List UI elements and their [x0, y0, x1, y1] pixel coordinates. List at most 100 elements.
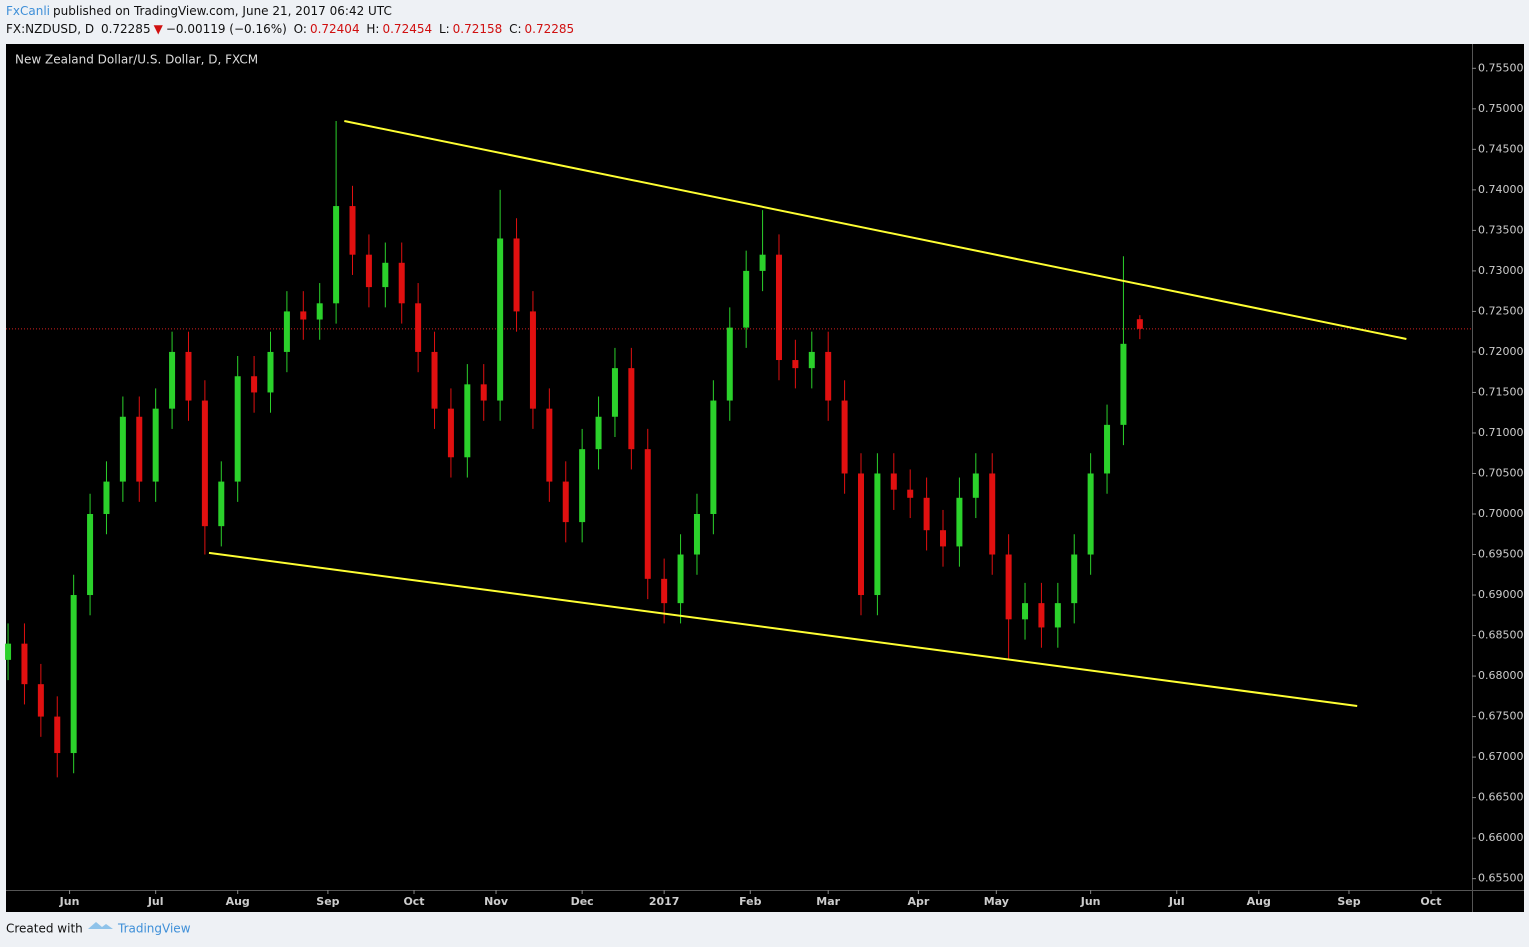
- candle-body: [1120, 343, 1127, 425]
- x-tick-label: Feb: [739, 895, 762, 908]
- x-tick-label: 2017: [649, 895, 680, 908]
- x-tick-label: Dec: [571, 895, 594, 908]
- candle-body: [251, 376, 258, 393]
- candle-body: [1071, 554, 1078, 604]
- candle-body: [1104, 424, 1111, 474]
- candle-body: [5, 643, 12, 660]
- y-tick-label: 0.70000: [1478, 507, 1524, 520]
- candle-body: [644, 449, 651, 579]
- author[interactable]: FxCanli: [6, 4, 51, 18]
- candle-body: [349, 206, 356, 255]
- published: published on TradingView.com, June 21, 2…: [53, 4, 392, 18]
- candle-body: [480, 384, 487, 401]
- logo: [88, 922, 113, 929]
- candle-body: [972, 473, 979, 498]
- y-tick-label: 0.68500: [1478, 629, 1524, 642]
- candle-body: [874, 473, 881, 596]
- header-line-2: FX:NZDUSD, D 0.72285 ▼ −0.00119 (−0.16%) O…: [6, 22, 577, 36]
- candle-body: [562, 481, 569, 523]
- y-tick-label: 0.72000: [1478, 345, 1524, 358]
- ohlc-label: L:: [438, 22, 450, 36]
- x-tick-label: Jun: [59, 895, 80, 908]
- candle-body: [333, 206, 340, 304]
- candle-body: [447, 408, 454, 458]
- candle-body: [464, 384, 471, 458]
- candle-body: [923, 497, 930, 531]
- ohlc-label: H:: [366, 22, 380, 36]
- candle-body: [513, 238, 520, 312]
- candle-body: [611, 368, 618, 417]
- y-tick-label: 0.72500: [1478, 304, 1524, 317]
- candle-body: [21, 643, 28, 685]
- candle-body: [1054, 603, 1061, 628]
- candle-body: [1087, 473, 1094, 555]
- candle-body: [497, 238, 504, 401]
- candle-body: [759, 254, 766, 271]
- candle-body: [234, 376, 241, 482]
- y-tick-label: 0.71500: [1478, 385, 1524, 398]
- x-tick-label: Apr: [907, 895, 929, 908]
- ohlc-value: 0.72404: [309, 22, 360, 36]
- change: −0.00119 (−0.16%): [165, 22, 287, 36]
- candle-body: [316, 303, 323, 320]
- candle-body: [693, 514, 700, 555]
- y-tick-label: 0.67000: [1478, 750, 1524, 763]
- candle-body: [595, 416, 602, 450]
- y-tick-label: 0.71000: [1478, 426, 1524, 439]
- candle-body: [989, 473, 996, 555]
- y-tick-label: 0.66500: [1478, 791, 1524, 804]
- x-tick-label: Jul: [147, 895, 164, 908]
- candle-body: [628, 368, 635, 450]
- candle-body: [103, 481, 110, 514]
- candle-body: [283, 311, 290, 352]
- candle-body: [136, 416, 143, 482]
- y-tick-label: 0.69500: [1478, 548, 1524, 561]
- candle-body: [87, 514, 94, 596]
- header-line-1: FxCanli published on TradingView.com, Jun…: [6, 4, 395, 18]
- ohlc-value: 0.72454: [382, 22, 433, 36]
- candle-body: [218, 481, 225, 527]
- symbol: FX:NZDUSD, D: [6, 22, 95, 36]
- candle-body: [267, 351, 274, 393]
- candle-body: [37, 684, 44, 717]
- candle-body: [70, 595, 77, 754]
- y-tick-label: 0.75500: [1478, 61, 1524, 74]
- candle-body: [54, 716, 61, 754]
- y-tick-label: 0.73000: [1478, 264, 1524, 277]
- ohlc-label: C:: [509, 22, 522, 36]
- candle-body: [890, 473, 897, 490]
- candle-body: [940, 530, 947, 547]
- candle-body: [185, 351, 192, 401]
- trendline: [344, 120, 1407, 340]
- candle-body: [152, 408, 159, 482]
- ohlc-value: 0.72285: [524, 22, 575, 36]
- y-tick-label: 0.68000: [1478, 669, 1524, 682]
- candle-body: [1005, 554, 1012, 620]
- y-tick-label: 0.70500: [1478, 466, 1524, 479]
- candle-body: [169, 351, 176, 409]
- candle-body: [825, 351, 832, 401]
- candle-body: [743, 270, 750, 328]
- chart-background: [6, 44, 1524, 912]
- candle-body: [841, 400, 848, 474]
- x-tick-label: May: [984, 895, 1009, 908]
- candle-body: [300, 311, 307, 320]
- x-tick-label: Oct: [1420, 895, 1441, 908]
- x-tick-label: Nov: [484, 895, 509, 908]
- candle-body: [415, 303, 422, 352]
- x-tick-label: Aug: [1247, 895, 1271, 908]
- footer-brand[interactable]: TradingView: [117, 922, 191, 936]
- x-tick-label: Jun: [1080, 895, 1101, 908]
- y-tick-label: 0.65500: [1478, 872, 1524, 885]
- arrow: ▼: [153, 22, 163, 36]
- candle-body: [710, 400, 717, 514]
- candle-body: [529, 311, 536, 409]
- ohlc-label: O:: [293, 22, 307, 36]
- x-tick-label: Oct: [403, 895, 424, 908]
- chart-title: New Zealand Dollar/U.S. Dollar, D, FXCM: [15, 53, 258, 67]
- candle-body: [726, 327, 733, 401]
- candle-body: [365, 254, 372, 288]
- candle-body: [907, 489, 914, 498]
- candle-body: [579, 449, 586, 523]
